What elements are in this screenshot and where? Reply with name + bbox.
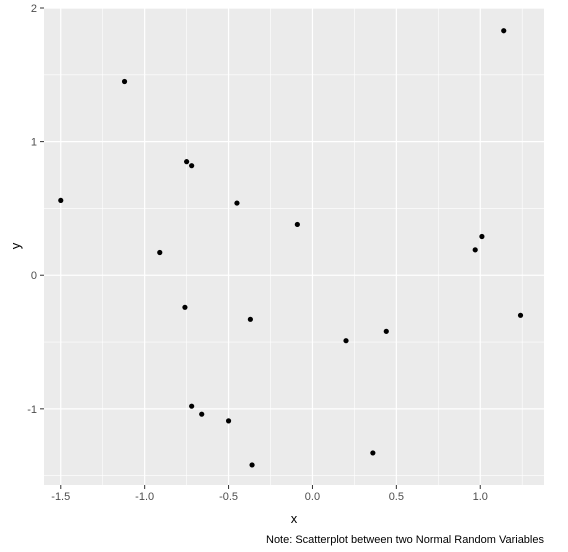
major-gridlines xyxy=(44,7,544,485)
data-point xyxy=(383,328,389,334)
data-point xyxy=(294,221,300,228)
y-tick-label: 0 xyxy=(31,270,37,282)
x-tick-label: 0.0 xyxy=(305,491,320,503)
data-point xyxy=(501,28,507,34)
data-point xyxy=(517,312,524,318)
data-point xyxy=(199,411,205,417)
data-point xyxy=(370,450,376,456)
data-point xyxy=(157,249,163,256)
x-tick-label: -1.0 xyxy=(135,491,154,503)
data-point xyxy=(189,163,195,169)
data-point xyxy=(247,316,253,322)
data-point xyxy=(249,462,255,468)
plot-panel xyxy=(44,8,544,485)
y-axis-title: y xyxy=(8,242,23,249)
y-axis: -1 0 1 2 xyxy=(27,3,44,416)
x-tick-label: -0.5 xyxy=(219,491,238,503)
data-point xyxy=(225,418,232,424)
x-tick-label: -1.5 xyxy=(51,491,70,503)
data-point xyxy=(472,247,478,253)
y-tick-label: 1 xyxy=(31,137,37,149)
x-tick-label: 0.5 xyxy=(389,491,404,503)
data-point xyxy=(184,159,190,165)
data-point xyxy=(121,78,128,85)
minor-gridlines xyxy=(44,8,544,485)
chart-caption: Note: Scatterplot between two Normal Ran… xyxy=(266,534,544,546)
x-axis-title: x xyxy=(291,511,298,526)
y-tick-label: -1 xyxy=(27,404,37,416)
data-point xyxy=(343,338,349,344)
y-tick-label: 2 xyxy=(31,3,37,15)
data-points xyxy=(58,28,524,468)
x-tick-label: 1.0 xyxy=(473,491,488,503)
x-axis: -1.5 -1.0 -0.5 0.0 0.5 1.0 xyxy=(51,485,488,503)
data-point xyxy=(234,200,240,206)
data-point xyxy=(189,403,195,409)
data-point xyxy=(58,197,64,204)
data-point xyxy=(182,304,188,310)
data-point xyxy=(479,233,485,240)
